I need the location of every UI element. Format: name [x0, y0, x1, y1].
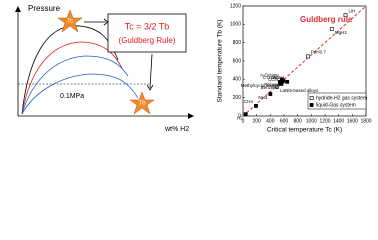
y-tick-label: 1000: [230, 22, 241, 28]
point-label: PdH0.7: [311, 50, 327, 55]
diagram: Pressure 0.1MPa Tc Tb Tc = 3/2 Tb (Guldb…: [15, 4, 194, 133]
axis-label: Pressure: [28, 4, 61, 13]
point-label: H2: [237, 115, 243, 120]
arrows: [84, 18, 154, 91]
star-label: Tc: [67, 19, 73, 25]
point-label: Toluene: [265, 82, 281, 87]
x-axis-label: Critical temperature Tc (K): [267, 127, 342, 134]
point: [254, 104, 258, 108]
point-label: MgH2: [335, 30, 348, 35]
curve: [21, 55, 129, 115]
x-tick-label: 1000: [306, 118, 317, 124]
y-tick-label: 600: [233, 58, 242, 64]
y-tick-label: 0: [238, 113, 241, 119]
guide-line: [242, 5, 367, 117]
point: [329, 27, 334, 31]
legend-label: liquid-Gas system: [316, 102, 356, 108]
point-label: n-Octane: [260, 73, 279, 78]
x-tick-label: 200: [252, 118, 261, 124]
legend-marker: [309, 103, 314, 107]
x-tick-label: 1400: [333, 118, 344, 124]
x-tick-label: 1200: [319, 118, 330, 124]
curve: [21, 73, 139, 115]
y-axis-label: Standard temperature Tb (K): [217, 20, 224, 103]
point-label: LiH: [349, 8, 356, 13]
x-tick-label: 1800: [360, 118, 371, 124]
point-label: LaNi5-based alloys: [280, 88, 319, 93]
x-tick-label: 1600: [347, 118, 358, 124]
axis-label: wt% H2: [164, 126, 189, 133]
point: [285, 79, 290, 84]
x-tick-label: 800: [293, 118, 302, 124]
point-label: C7H16: [263, 75, 278, 80]
x-tick-label: 0: [242, 118, 245, 124]
star-label: Tb: [138, 101, 146, 107]
point: [275, 84, 280, 89]
x-tick-label: 400: [266, 118, 275, 124]
y-tick-label: 800: [233, 40, 242, 46]
point-label: Water: [272, 75, 284, 80]
annotation: Guldberg rule: [300, 15, 353, 24]
legend-label: hydride-H2 gas system: [316, 95, 367, 101]
figure: Pressure 0.1MPa Tc Tb Tc = 3/2 Tb (Guldb…: [15, 3, 372, 134]
point: [279, 77, 284, 82]
point: [343, 13, 348, 18]
point-label: NH3: [258, 95, 267, 100]
star: [129, 91, 155, 115]
point-label: CCl4: [268, 77, 278, 82]
point-label: CH4: [244, 99, 253, 104]
point: [306, 54, 310, 59]
rule-name: (Guldberg Rule): [119, 36, 176, 45]
curve: [21, 25, 119, 115]
scatter-chart: 0 200 400 600 800 1000 1200 1400 1600 18000200400…: [217, 3, 372, 133]
point-label: Methylcyclohexane: [241, 83, 280, 88]
curve: [21, 41, 123, 115]
star: [57, 9, 83, 33]
point: [243, 112, 248, 117]
legend-marker: [309, 96, 314, 100]
rule: Tc = 3/2 Tb: [125, 21, 170, 31]
x-tick-label: 600: [280, 118, 289, 124]
pressure-label: 0.1MPa: [60, 93, 84, 100]
y-tick-label: 200: [233, 95, 242, 101]
rule-box: [107, 13, 187, 53]
point-label: Benzene: [261, 85, 279, 90]
point: [268, 92, 273, 96]
y-tick-label: 1200: [230, 3, 241, 9]
legend-box: [307, 92, 367, 110]
y-tick-label: 400: [233, 77, 242, 83]
